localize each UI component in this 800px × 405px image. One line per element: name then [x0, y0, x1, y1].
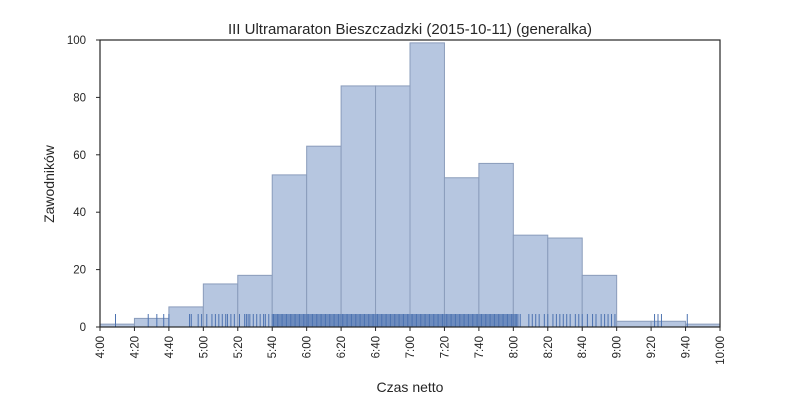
histogram-bar-16 [616, 320, 652, 328]
x-tick-label-16: 9:00 [612, 336, 624, 358]
x-tick-label-12: 7:40 [474, 336, 486, 358]
x-tick-label-15: 8:40 [577, 336, 589, 358]
y-tick-label-80: 80 [73, 92, 86, 104]
x-tick-label-7: 6:00 [302, 336, 314, 358]
x-tick-label-1: 4:00 [95, 336, 107, 358]
x-ticks-group: 4:00 4:20 4:40 5:00 5:20 5:40 6:00 6:20 6:40 7:00… [95, 327, 727, 365]
x-tick-label-10: 7:00 [405, 336, 417, 358]
x-tick-label-17: 9:20 [646, 336, 658, 358]
y-axis-label: Zawodników [41, 144, 57, 223]
x-tick-label-4: 5:00 [198, 336, 210, 358]
x-tick-label-18: 9:40 [681, 336, 693, 358]
x-tick-label-11: 7:20 [439, 336, 451, 358]
x-tick-label-19: 10:00 [715, 336, 727, 365]
bars-group [99, 42, 721, 328]
x-tick-label-13: 8:00 [508, 336, 520, 358]
y-tick-label-20: 20 [73, 265, 86, 277]
histogram-bar-12 [478, 162, 514, 328]
x-tick-label-5: 5:20 [233, 336, 245, 358]
histogram-bar-7 [306, 145, 342, 328]
rug-group [115, 314, 688, 327]
x-tick-label-14: 8:20 [543, 336, 555, 358]
histogram-bar-14 [547, 237, 583, 328]
x-tick-label-9: 6:40 [371, 336, 383, 358]
x-tick-label-8: 6:20 [336, 336, 348, 358]
y-tick-label-60: 60 [73, 150, 86, 162]
y-ticks-group: 0 20 40 60 80 100 [67, 35, 100, 334]
y-tick-label-100: 100 [67, 35, 86, 47]
chart-title: III Ultramaraton Bieszczadzki (2015-10-1… [228, 21, 592, 38]
histogram-bar-6 [271, 174, 308, 328]
histogram-bar-9 [375, 85, 411, 328]
histogram-bar-15 [581, 274, 618, 328]
histogram-bar-11 [443, 177, 480, 328]
histogram-bar-8 [340, 85, 377, 328]
y-tick-label-0: 0 [80, 322, 86, 334]
x-tick-label-6: 5:40 [267, 336, 279, 358]
histogram-bar-17 [650, 320, 687, 328]
histogram-bar-5 [237, 274, 273, 328]
histogram-bar-13 [512, 234, 549, 328]
x-axis-label: Czas netto [377, 379, 444, 395]
x-tick-label-3: 4:40 [164, 336, 176, 358]
y-tick-label-40: 40 [73, 207, 86, 219]
histogram-bar-10 [409, 42, 445, 328]
histogram-bar-4 [202, 283, 239, 328]
x-tick-label-2: 4:20 [129, 336, 141, 358]
